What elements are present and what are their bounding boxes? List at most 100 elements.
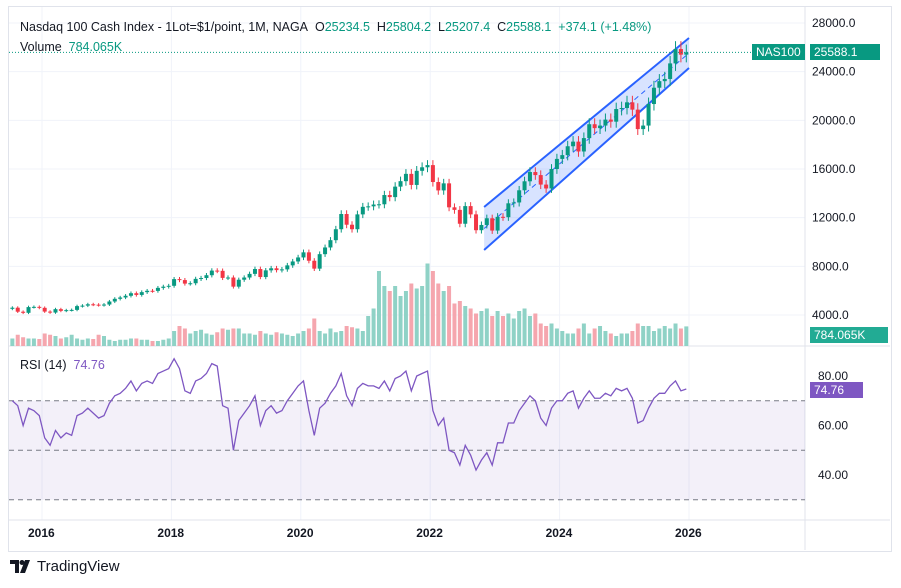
candle-body <box>538 175 543 185</box>
candle-body <box>549 169 554 189</box>
candle-body <box>398 181 403 187</box>
candle-body <box>317 254 322 269</box>
candle-body <box>565 146 570 156</box>
volume-bar <box>107 339 112 346</box>
volume-bar <box>403 291 408 346</box>
high-value: 25804.2 <box>385 20 432 34</box>
volume-bar <box>247 333 252 346</box>
open-value: 25234.5 <box>324 20 370 34</box>
candle-body <box>339 214 344 230</box>
volume-bar <box>565 333 570 346</box>
candle-body <box>371 204 376 207</box>
volume-bar <box>323 333 328 346</box>
volume-bar <box>172 331 177 346</box>
channel-lower-line <box>483 67 690 251</box>
candle-body <box>242 277 247 280</box>
candle-body <box>366 206 371 208</box>
candle-body <box>177 279 182 281</box>
candle-body <box>468 206 473 215</box>
volume-bar <box>37 339 42 346</box>
volume-bar <box>215 332 220 346</box>
volume-bar <box>560 331 565 346</box>
volume-bar <box>166 338 171 346</box>
volume-bar <box>139 339 144 346</box>
tradingview-logo-icon <box>10 559 30 573</box>
price-tick-label: 16000.0 <box>812 162 856 176</box>
volume-bar <box>463 306 468 346</box>
volume-bar <box>150 341 155 346</box>
volume-bar <box>571 333 576 346</box>
tradingview-logo[interactable]: TradingView <box>10 558 120 575</box>
high-label: H <box>376 20 386 34</box>
candle-body <box>544 184 549 189</box>
candle-body <box>641 125 646 130</box>
volume-bar <box>85 338 90 346</box>
price-tick-label: 28000.0 <box>812 16 856 30</box>
chart-frame[interactable] <box>8 6 892 552</box>
candle-body <box>182 280 187 284</box>
candle-body <box>522 181 527 191</box>
candle-body <box>220 270 225 278</box>
candle-body <box>80 305 85 307</box>
volume-bar <box>128 338 133 346</box>
candle-body <box>678 49 683 55</box>
volume-bar <box>420 286 425 346</box>
volume-bar <box>279 333 284 346</box>
candle-body <box>85 304 90 306</box>
candle-body <box>58 309 63 311</box>
candle-body <box>673 49 678 64</box>
candle-body <box>430 165 435 183</box>
candle-body <box>668 63 673 79</box>
rsi-value: 74.76 <box>73 358 105 372</box>
volume-bar <box>484 308 489 346</box>
candle-body <box>26 307 31 313</box>
candle-body <box>258 269 263 278</box>
candle-body <box>387 195 392 198</box>
volume-bar <box>436 283 441 346</box>
candle-body <box>592 124 597 129</box>
candle-body <box>10 307 15 309</box>
candle-body <box>608 119 613 122</box>
volume-bar <box>258 331 263 346</box>
volume-bar <box>366 316 371 346</box>
candle-body <box>91 304 96 306</box>
volume-bar <box>360 331 365 346</box>
candle-body <box>285 265 290 270</box>
candle-body <box>236 279 241 287</box>
volume-bar <box>544 326 549 346</box>
candle-body <box>441 183 446 191</box>
volume-bar <box>269 334 274 346</box>
brand-name: TradingView <box>37 558 120 575</box>
volume-bar <box>511 318 516 346</box>
volume-bar <box>678 328 683 346</box>
time-tick-label: 2018 <box>157 526 184 540</box>
close-value: 25588.1 <box>506 20 552 34</box>
rsi-tick-label: 40.00 <box>818 468 848 482</box>
candle-body <box>560 155 565 159</box>
candle-body <box>527 172 532 182</box>
volume-bar <box>75 338 80 346</box>
volume-bar <box>651 331 656 346</box>
volume-bar <box>220 328 225 346</box>
volume-bar <box>479 311 484 346</box>
candle-body <box>425 165 430 168</box>
volume-bar <box>409 283 414 346</box>
volume-bar <box>490 316 495 346</box>
volume-bar <box>231 328 236 346</box>
volume-bar <box>285 334 290 346</box>
candle-body <box>155 287 160 291</box>
time-tick-label: 2022 <box>416 526 443 540</box>
volume-bar <box>188 333 193 346</box>
candle-body <box>495 216 500 231</box>
volume-bar <box>635 323 640 346</box>
candle-body <box>31 306 36 308</box>
volume-bar <box>398 296 403 346</box>
volume-bar <box>64 337 69 346</box>
candle-body <box>554 158 559 169</box>
volume-bar <box>382 286 387 346</box>
candle-body <box>231 277 236 287</box>
volume-bar <box>646 326 651 346</box>
volume-bar <box>263 333 268 346</box>
candle-body <box>209 270 214 276</box>
